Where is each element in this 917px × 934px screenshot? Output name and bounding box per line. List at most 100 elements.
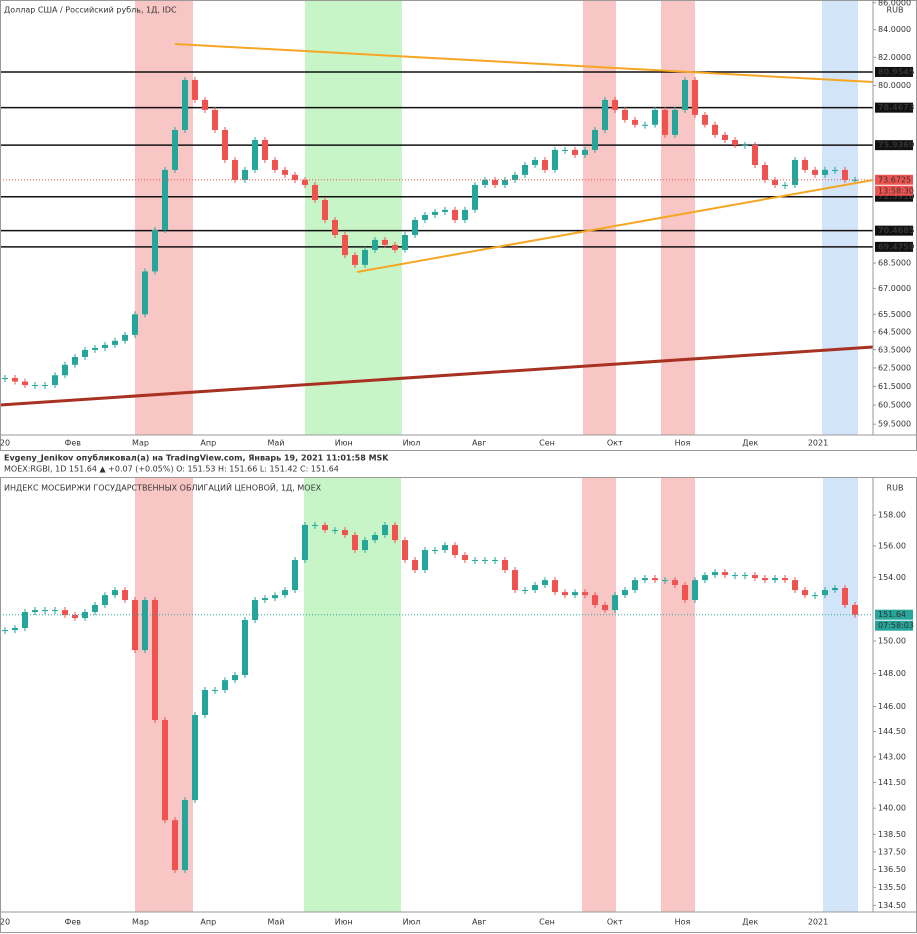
last-price-box (875, 609, 913, 620)
highlight-band (661, 478, 695, 912)
candle (32, 385, 38, 387)
y-tick-label: 59.5000 (878, 420, 911, 429)
candle (232, 675, 238, 681)
candle (412, 560, 418, 571)
candle (202, 689, 208, 716)
candle (302, 524, 308, 561)
countdown-label: 07:58:03 (878, 621, 914, 630)
candle (632, 580, 638, 591)
level-label: 70.4685 (878, 226, 915, 235)
y-tick-label: 64.5000 (878, 327, 911, 336)
trend-line (356, 179, 874, 273)
candle (372, 534, 378, 541)
candle (452, 209, 458, 220)
candle (462, 209, 468, 220)
level-label-box (875, 102, 913, 113)
candle (702, 114, 708, 125)
candle (642, 124, 648, 126)
candle (762, 578, 768, 581)
candle (362, 249, 368, 265)
candle (562, 149, 568, 151)
candle (282, 590, 288, 596)
candle (822, 169, 828, 175)
candle (52, 610, 58, 612)
candle (742, 144, 748, 146)
candle (612, 99, 618, 110)
candle (832, 169, 838, 171)
chart-layers (0, 71, 873, 874)
candle (662, 580, 668, 582)
candle (482, 179, 488, 185)
level-label: 78.4673 (878, 103, 914, 112)
y-tick-label: 134.50 (878, 901, 906, 910)
candle (332, 219, 338, 236)
y-tick-label: 158.00 (878, 511, 906, 520)
candle (132, 600, 138, 651)
candle (772, 179, 778, 185)
x-tick-label: Май (267, 918, 284, 927)
y-tick-label: 146.00 (878, 702, 906, 711)
candle (732, 575, 738, 577)
candle (672, 109, 678, 135)
candle (682, 79, 688, 110)
y-tick-label: 80.0000 (878, 81, 911, 90)
y-tick-label: 63.5000 (878, 345, 911, 354)
candle (442, 545, 448, 551)
candle (602, 99, 608, 130)
candle (22, 381, 28, 386)
level-label: 80.9545 (878, 67, 915, 76)
candle (302, 179, 308, 185)
candle (272, 595, 278, 599)
candle (522, 165, 528, 175)
x-tick-label: Фев (64, 918, 81, 927)
candle (692, 580, 698, 601)
candle (512, 174, 518, 180)
y-tick-label: 61.5000 (878, 382, 911, 391)
candle (622, 590, 628, 596)
candle (392, 524, 398, 541)
candle (502, 560, 508, 571)
candle (692, 79, 698, 115)
y-tick-label: 65.5000 (878, 310, 911, 319)
x-tick-label: 20 (0, 918, 10, 927)
candle (322, 524, 328, 531)
candle (432, 211, 438, 215)
candle (592, 595, 598, 605)
candle (282, 169, 288, 175)
candle (352, 534, 358, 551)
currency-label: RUB (887, 6, 904, 15)
trend-line (0, 345, 874, 407)
candle (142, 271, 148, 315)
candle (752, 575, 758, 579)
candle (582, 592, 588, 596)
candle (532, 159, 538, 166)
candle (292, 174, 298, 180)
highlight-band (582, 478, 616, 912)
y-tick-label: 140.00 (878, 804, 906, 813)
candle (662, 109, 668, 135)
candle (422, 550, 428, 571)
candle (492, 179, 498, 185)
candle (82, 349, 88, 357)
candle (782, 578, 788, 581)
y-tick-label: 144.50 (878, 727, 906, 736)
y-tick-label: 156.00 (878, 542, 906, 551)
y-tick-label: 148.00 (878, 669, 906, 678)
x-tick-label: Апр (200, 918, 216, 927)
candle (92, 604, 98, 612)
candle (172, 129, 178, 170)
candle (222, 129, 228, 160)
candle (2, 630, 8, 632)
candle (572, 149, 578, 155)
candle (812, 595, 818, 597)
candle (802, 159, 808, 170)
level-label: 72.5910 (878, 192, 915, 201)
candle (312, 184, 318, 201)
candle (472, 184, 478, 210)
candle (72, 356, 78, 365)
candle (722, 572, 728, 576)
candle (242, 169, 248, 180)
candle (42, 385, 48, 387)
candle (142, 600, 148, 651)
